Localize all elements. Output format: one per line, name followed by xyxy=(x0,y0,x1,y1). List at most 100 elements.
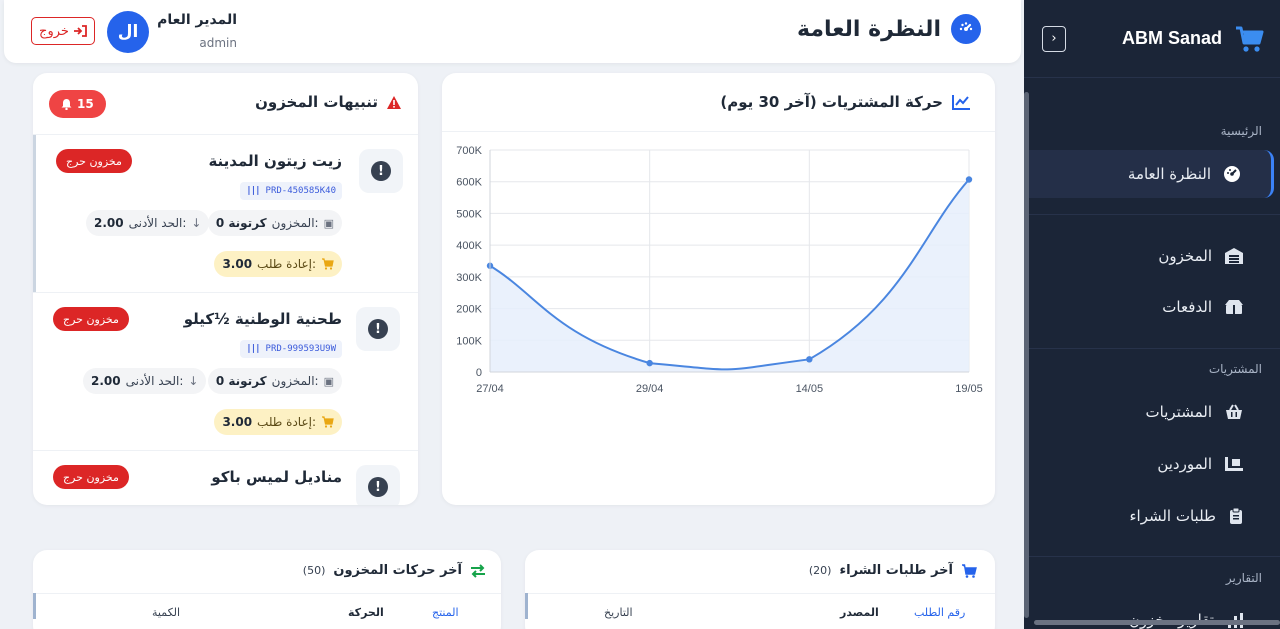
sidebar-section-main: الرئيسية xyxy=(1220,124,1262,138)
sidebar-section-reports: التقارير xyxy=(1225,571,1262,585)
sidebar-item-label: الموردين xyxy=(1157,455,1212,473)
gauge-icon xyxy=(1224,166,1240,182)
reorder-value: 3.00 xyxy=(222,415,253,429)
alert-product-name: مناديل لميس باكو xyxy=(211,468,342,486)
y-tick-label: 500K xyxy=(456,208,482,220)
alert-item[interactable]: ! زيت زيتون المدينة مخزون حرج ||| PRD-45… xyxy=(33,135,418,293)
alerts-card-title: تنبيهات المخزون xyxy=(255,93,402,111)
chevron-right-icon: › xyxy=(1051,31,1057,46)
sidebar-scrollbar[interactable] xyxy=(1024,92,1029,618)
y-tick-label: 0 xyxy=(476,367,482,379)
sidebar-item-purchases[interactable]: المشتريات xyxy=(1028,388,1280,436)
alert-product-name: زيت زيتون المدينة xyxy=(208,152,342,170)
alerts-count-badge[interactable]: 15 xyxy=(49,90,106,118)
y-tick-label: 700K xyxy=(456,145,482,157)
cart-icon xyxy=(322,258,334,270)
product-sku-text: PRD-450585K40 xyxy=(265,186,336,196)
column-header-product[interactable]: المنتج xyxy=(432,606,459,619)
sign-out-icon xyxy=(73,25,87,37)
product-sku: ||| PRD-999593U9W xyxy=(240,340,342,358)
sidebar-item-inventory[interactable]: المخزون xyxy=(1028,232,1280,280)
cubes-icon: ▣ xyxy=(323,374,334,388)
alerts-count: 15 xyxy=(77,97,94,111)
reorder-label: إعادة طلب: xyxy=(257,257,316,271)
logout-button[interactable]: خروج xyxy=(31,17,95,45)
logout-label: خروج xyxy=(39,23,69,39)
barcode-icon: ||| xyxy=(246,186,260,196)
truck-loading-icon xyxy=(1225,457,1243,471)
exclamation-icon: ! xyxy=(368,319,388,339)
stock-label: المخزون: xyxy=(271,374,319,388)
product-sku-text: PRD-999593U9W xyxy=(265,344,336,354)
x-tick-label: 14/05 xyxy=(796,383,824,395)
exchange-icon xyxy=(471,563,485,578)
warehouse-icon xyxy=(1225,248,1243,264)
stock-chip: 0 كرتونة المخزون: ▣ xyxy=(207,368,342,394)
stock-chip: 0 كرتونة المخزون: ▣ xyxy=(207,210,342,236)
barcode-icon: ||| xyxy=(246,344,260,354)
column-header-date[interactable]: التاريخ xyxy=(604,606,633,619)
min-chip: 2.00 الحد الأدنى: ↓ xyxy=(86,210,210,236)
stock-alerts-card: تنبيهات المخزون 15 ! زيت زيتون المدينة م… xyxy=(33,73,418,505)
sidebar-brand: › ABM Sanad xyxy=(1024,0,1280,78)
exclamation-icon: ! xyxy=(371,161,391,181)
horizontal-scrollbar[interactable] xyxy=(1034,620,1280,625)
alert-item[interactable]: ! طحنية الوطنية ½كيلو مخزون حرج ||| PRD-… xyxy=(33,293,418,451)
top-header: النظرة العامة خروج ال المدير العام admin xyxy=(4,0,1021,63)
reorder-label: إعادة طلب: xyxy=(257,415,316,429)
x-tick-label: 27/04 xyxy=(476,383,504,395)
data-point[interactable] xyxy=(965,176,973,183)
series-line xyxy=(489,178,970,371)
chart-card-title-text: حركة المشتريات (آخر 30 يوم) xyxy=(720,93,943,111)
min-label: الحد الأدنى: xyxy=(125,374,184,388)
sidebar-item-label: المخزون xyxy=(1158,247,1212,265)
sidebar-item-suppliers[interactable]: الموردين xyxy=(1028,440,1280,488)
page-title: النظرة العامة xyxy=(797,14,981,44)
alerts-card-title-text: تنبيهات المخزون xyxy=(255,93,378,111)
chart-card-title: حركة المشتريات (آخر 30 يوم) xyxy=(720,93,971,111)
avatar[interactable]: ال xyxy=(107,11,149,53)
sidebar-item-label: الدفعات xyxy=(1162,298,1212,316)
user-role: admin xyxy=(199,36,237,50)
cart-icon xyxy=(962,563,977,578)
column-header-order-no[interactable]: رقم الطلب xyxy=(914,606,966,619)
column-header-quantity[interactable]: الكمية xyxy=(152,606,181,619)
alert-icon-box: ! xyxy=(359,149,403,193)
cubes-icon: ▣ xyxy=(323,216,334,230)
purchase-orders-count: (20) xyxy=(808,564,832,577)
x-tick-label: 29/04 xyxy=(636,383,664,395)
column-header-source[interactable]: المصدر xyxy=(840,606,879,619)
purchases-chart-card: حركة المشتريات (آخر 30 يوم) 0 100K 200K 300… xyxy=(442,73,995,505)
sidebar-item-payments[interactable]: الدفعات xyxy=(1028,283,1280,331)
alert-item[interactable]: ! مناديل لميس باكو مخزون حرج xyxy=(33,451,418,505)
recent-purchase-orders-card: (20) آخر طلبات الشراء xyxy=(525,550,995,629)
sidebar-item-overview[interactable]: النظرة العامة xyxy=(1028,150,1274,198)
y-tick-label: 100K xyxy=(456,335,482,347)
basket-icon xyxy=(1226,404,1242,419)
cart-icon xyxy=(322,416,334,428)
warning-icon xyxy=(387,95,401,109)
y-tick-label: 600K xyxy=(456,177,482,189)
column-header-movement[interactable]: الحركة xyxy=(348,606,384,619)
clipboard-icon xyxy=(1230,507,1242,524)
gauge-icon xyxy=(951,14,981,44)
bell-icon xyxy=(61,99,72,110)
movements-title-text: آخر حركات المخزون xyxy=(333,563,462,578)
y-tick-label: 300K xyxy=(456,272,482,284)
sidebar-item-label: المشتريات xyxy=(1145,403,1212,421)
boxes-icon xyxy=(1225,300,1243,314)
page-title-text: النظرة العامة xyxy=(797,16,941,42)
data-point[interactable] xyxy=(646,359,653,367)
status-badge: مخزون حرج xyxy=(53,465,129,489)
data-point[interactable] xyxy=(806,356,813,363)
recent-stock-movements-card: (50) آخر حركات المخزون xyxy=(33,550,501,629)
sidebar-collapse-button[interactable]: › xyxy=(1042,25,1066,52)
user-name: المدير العام xyxy=(157,12,237,28)
movements-title: (50) آخر حركات المخزون xyxy=(303,563,486,578)
y-tick-label: 400K xyxy=(456,240,482,252)
stock-value: 0 كرتونة xyxy=(215,374,267,388)
arrow-down-icon: ↓ xyxy=(188,374,199,388)
line-chart-icon xyxy=(952,95,970,110)
sidebar-item-purchase-orders[interactable]: طلبات الشراء xyxy=(1028,492,1280,540)
movements-count: (50) xyxy=(302,564,326,577)
